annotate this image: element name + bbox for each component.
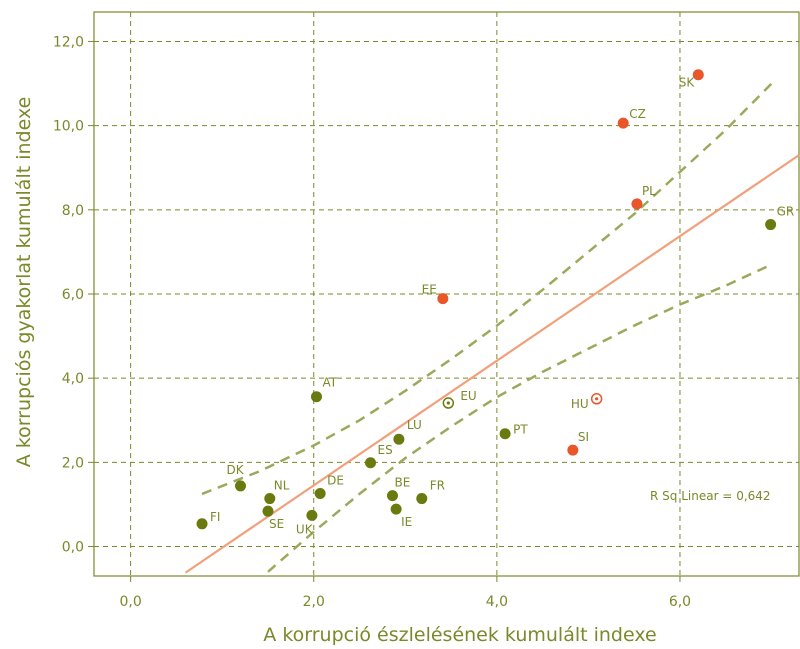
- y-tick-label: 4,0: [62, 371, 84, 387]
- y-tick-label: 10,0: [53, 119, 84, 135]
- point-label-se: SE: [269, 517, 284, 531]
- data-point-nl: [264, 493, 276, 505]
- point-label-es: ES: [378, 443, 393, 457]
- point-label-ee: EE: [422, 283, 437, 297]
- point-label-sk: SK: [679, 76, 696, 90]
- data-point-es: [365, 457, 377, 469]
- data-point-pt: [499, 428, 511, 440]
- confidence-band: [201, 82, 773, 573]
- point-label-dk: DK: [226, 463, 244, 477]
- data-point-lu: [393, 433, 405, 445]
- y-tick-label: 2,0: [62, 455, 84, 471]
- regression-line: [184, 154, 800, 574]
- ci-lower-line: [267, 265, 768, 573]
- data-point-si: [567, 444, 579, 456]
- grid: [88, 12, 799, 582]
- data-point-se: [262, 505, 274, 517]
- y-axis-title: A korrupciós gyakorlat kumulált indexe: [13, 97, 35, 468]
- data-point-uk: [306, 509, 318, 521]
- point-label-at: AT: [322, 376, 337, 390]
- point-label-uk: UK: [296, 522, 314, 536]
- point-label-pl: PL: [642, 184, 656, 198]
- plot-frame: [93, 11, 800, 577]
- data-point-be: [386, 490, 398, 502]
- x-tick-label: 0,0: [119, 594, 141, 610]
- point-labels: FI DK NL SE UK DE AT ES LU BE IE FR EU PT GR EE HU SI PL CZ…: [210, 76, 794, 537]
- x-tick-label: 6,0: [669, 594, 691, 610]
- y-tick-label: 8,0: [62, 203, 84, 219]
- point-label-lu: LU: [407, 418, 422, 432]
- data-point-gr: [765, 219, 777, 231]
- y-tick-label: 6,0: [62, 287, 84, 303]
- point-label-gr: GR: [777, 205, 795, 219]
- data-point-pl: [631, 198, 643, 210]
- data-point-fi: [196, 518, 208, 530]
- y-tick-labels: 0,0 2,0 4,0 6,0 8,0 10,0 12,0: [53, 34, 84, 555]
- fit-line: [184, 154, 800, 574]
- point-label-nl: NL: [274, 479, 290, 493]
- point-label-fi: FI: [210, 510, 220, 524]
- point-label-fr: FR: [430, 479, 445, 493]
- data-point-dk: [234, 480, 246, 492]
- data-point-de: [314, 488, 326, 500]
- x-tick-label: 4,0: [486, 594, 508, 610]
- data-points: [196, 69, 777, 530]
- point-label-si: SI: [578, 430, 589, 444]
- x-axis-title: A korrupció észlelésének kumulált indexe: [263, 624, 656, 646]
- r-squared-annotation: R Sq Linear = 0,642: [650, 489, 771, 503]
- data-point-ie: [390, 503, 402, 515]
- x-tick-labels: 0,0 2,0 4,0 6,0: [119, 594, 691, 610]
- point-label-ie: IE: [401, 515, 412, 529]
- x-tick-label: 2,0: [303, 594, 325, 610]
- point-label-hu: HU: [571, 397, 589, 411]
- r-squared-value: 0,642: [736, 489, 770, 503]
- data-point-cz: [617, 117, 629, 129]
- r-squared-label: R Sq Linear =: [650, 489, 736, 503]
- y-tick-label: 0,0: [62, 540, 84, 556]
- ci-upper-line: [201, 82, 773, 496]
- plot-border: [93, 11, 800, 577]
- data-point-fr: [416, 493, 428, 505]
- data-point-center-hu: [595, 397, 599, 401]
- data-point-sk: [692, 69, 704, 81]
- data-point-at: [310, 391, 322, 403]
- point-label-eu: EU: [460, 389, 476, 403]
- point-label-de: DE: [327, 474, 344, 488]
- point-label-cz: CZ: [629, 107, 646, 121]
- point-label-be: BE: [394, 476, 410, 490]
- y-tick-label: 12,0: [53, 34, 84, 50]
- data-point-ee: [437, 293, 449, 305]
- point-label-pt: PT: [513, 423, 528, 437]
- data-point-center-eu: [446, 401, 450, 405]
